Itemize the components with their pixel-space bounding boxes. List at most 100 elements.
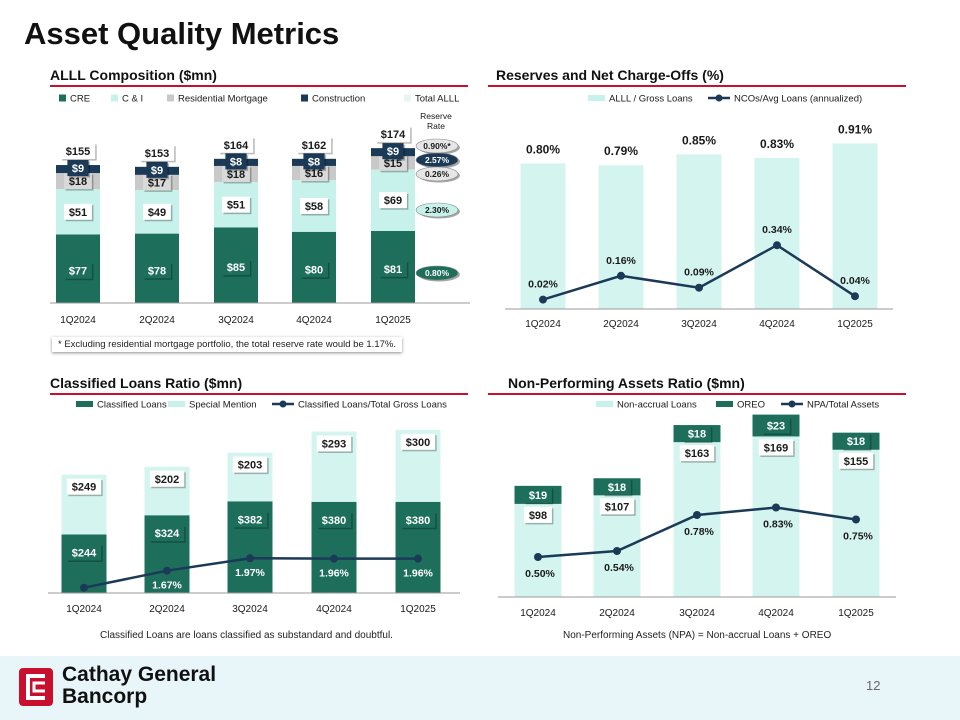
reserves-xtick-1Q2024: 1Q2024	[525, 319, 561, 330]
allll-legend-construction: Construction	[312, 94, 365, 105]
npa-ratio-point-3Q2024	[693, 511, 701, 519]
npa-legend-nonaccrual: Non-accrual Loans	[617, 400, 697, 411]
npa-xtick-1Q2025: 1Q2025	[838, 608, 874, 619]
npa-ratio-label-3Q2024: 0.78%	[684, 526, 714, 538]
allll-label-construction-2Q2024: $9	[151, 165, 163, 177]
reserves-legend-alll: ALLL / Gross Loans	[609, 94, 693, 105]
npa-label-oreo-3Q2024: $18	[688, 429, 706, 441]
allll-label-construction-1Q2024: $9	[72, 163, 84, 175]
classified-label-classified-1Q2025: $380	[406, 515, 430, 527]
allll-label-cre-2Q2024-box	[143, 262, 171, 279]
allll-label-resmort-1Q2024-box	[64, 173, 92, 190]
classified-legend-special-swatch	[168, 401, 185, 407]
npa-label-oreo-3Q2024-box	[683, 425, 711, 442]
reserves-nco-label-1Q2024: 0.02%	[528, 279, 558, 291]
allll-label-resmort-4Q2024: $16	[305, 168, 323, 180]
npa-label-oreo-4Q2024-box	[762, 417, 790, 434]
npa-bar-nonaccrual-4Q2024	[752, 436, 800, 597]
classified-label-classified-1Q2025-box	[400, 511, 436, 528]
classified-label-special-1Q2024-box	[66, 478, 102, 495]
allll-label-construction-2Q2024-box	[146, 161, 168, 178]
npa-ratio-point-4Q2024	[772, 503, 780, 512]
classified-label-special-3Q2024: $203	[238, 460, 262, 472]
allll-label-total-4Q2024-box	[296, 136, 332, 153]
reserves-xtick-1Q2025: 1Q2025	[837, 319, 873, 330]
allll-label-ci-4Q2024-box	[300, 197, 328, 214]
npa-label-nonaccrual-1Q2024: $98	[529, 510, 547, 522]
classified-label-classified-1Q2024-box	[66, 544, 102, 561]
reserves-xtick-4Q2024: 4Q2024	[759, 319, 795, 330]
classified-ratio-label-3Q2024: 1.97%	[235, 567, 265, 579]
allll-label-ci-3Q2024-box	[222, 196, 250, 213]
allll-label-resmort-3Q2024: $18	[227, 169, 245, 181]
allll-label-total-1Q2024: $155	[66, 146, 90, 158]
classified-label-special-4Q2024: $293	[322, 438, 346, 450]
charts-canvas: CRE C & I Residential Mortgage Construction…	[48, 94, 896, 619]
allll-title-rule	[50, 85, 468, 87]
company-name-line1: Cathay General	[62, 663, 217, 686]
npa-legend-ratio: NPA/Total Assets	[807, 400, 879, 411]
allll-reserve-rate-3: 2.30%	[425, 205, 450, 215]
classified-label-classified-4Q2024: $380	[322, 515, 346, 527]
allll-label-cre-1Q2024: $77	[69, 266, 87, 278]
npa-label-nonaccrual-3Q2024-box	[679, 445, 715, 462]
npa-label-nonaccrual-2Q2024-box	[599, 498, 635, 515]
allll-label-total-1Q2024-box	[60, 143, 96, 160]
reserves-legend-nco-swatch-marker	[715, 94, 723, 102]
allll-label-cre-3Q2024-box	[222, 259, 250, 276]
classified-ratio-point-1Q2024	[80, 583, 88, 592]
npa-label-nonaccrual-1Q2024-box	[524, 506, 552, 523]
classified-xtick-4Q2024: 4Q2024	[316, 604, 352, 615]
allll-xtick-2Q2024: 2Q2024	[139, 315, 175, 326]
allll-label-total-3Q2024-box	[218, 136, 254, 153]
reserves-chart-title: Reserves and Net Charge-Offs (%)	[496, 67, 724, 83]
classified-legend-special: Special Mention	[189, 400, 257, 411]
npa-ratio-label-1Q2024: 0.50%	[525, 568, 555, 580]
npa-legend-oreo: OREO	[737, 400, 765, 411]
classified-xtick-3Q2024: 3Q2024	[232, 604, 268, 615]
classified-xtick-2Q2024: 2Q2024	[149, 604, 185, 615]
npa-label-oreo-1Q2024: $19	[529, 490, 547, 502]
npa-title-rule	[488, 393, 906, 395]
allll-label-resmort-2Q2024-box	[143, 174, 171, 191]
reserves-bar-1Q2025	[832, 143, 878, 309]
allll-label-construction-4Q2024-box	[303, 153, 325, 170]
allll-label-cre-3Q2024: $85	[227, 262, 245, 274]
npa-label-nonaccrual-1Q2025: $155	[844, 456, 868, 468]
reserves-nco-label-1Q2025: 0.04%	[840, 275, 870, 287]
allll-label-ci-3Q2024: $51	[227, 200, 245, 212]
allll-legend-total-alll-swatch	[404, 94, 411, 102]
reserves-title-rule	[488, 85, 906, 87]
allll-reserve-rate-badge-2	[415, 166, 459, 182]
allll-label-cre-1Q2025: $81	[384, 264, 402, 276]
allll-label-construction-1Q2024-box	[67, 160, 89, 177]
allll-label-construction-3Q2024-box	[225, 153, 247, 170]
npa-ratio-point-2Q2024	[613, 547, 621, 555]
npa-xtick-1Q2024: 1Q2024	[520, 608, 556, 619]
reserves-nco-point-1Q2025	[851, 292, 859, 301]
npa-label-oreo-2Q2024-box	[603, 478, 631, 495]
classified-label-special-1Q2025: $300	[406, 437, 430, 449]
classified-ratio-label-2Q2024: 1.67%	[152, 580, 182, 592]
reserves-bar-3Q2024	[676, 154, 722, 309]
npa-legend-oreo-swatch	[716, 401, 733, 407]
npa-ratio-point-1Q2025	[852, 515, 860, 524]
allll-label-construction-1Q2025: $9	[387, 146, 399, 158]
reserves-nco-label-3Q2024: 0.09%	[684, 267, 714, 279]
classified-legend-classified: Classified Loans	[97, 400, 167, 411]
npa-label-oreo-2Q2024: $18	[608, 482, 626, 494]
npa-legend-ratio-swatch-marker	[788, 400, 796, 408]
reserves-bar-label-1Q2025: 0.91%	[838, 122, 872, 136]
reserves-bar-2Q2024	[598, 165, 644, 309]
classified-footnote: Classified Loans are loans classified as…	[100, 630, 393, 641]
reserves-nco-point-2Q2024	[617, 271, 625, 280]
allll-label-total-2Q2024-box	[139, 144, 175, 161]
classified-label-classified-1Q2024: $244	[72, 547, 97, 559]
classified-label-special-1Q2025-box	[400, 433, 436, 450]
npa-label-oreo-1Q2025-box	[842, 433, 870, 450]
classified-ratio-point-1Q2025	[414, 554, 422, 563]
classified-ratio-label-1Q2024: 1.26%	[69, 597, 99, 609]
reserves-nco-label-2Q2024: 0.16%	[606, 255, 636, 267]
classified-ratio-label-1Q2025: 1.96%	[403, 568, 433, 580]
allll-legend-cre-swatch	[59, 94, 66, 102]
